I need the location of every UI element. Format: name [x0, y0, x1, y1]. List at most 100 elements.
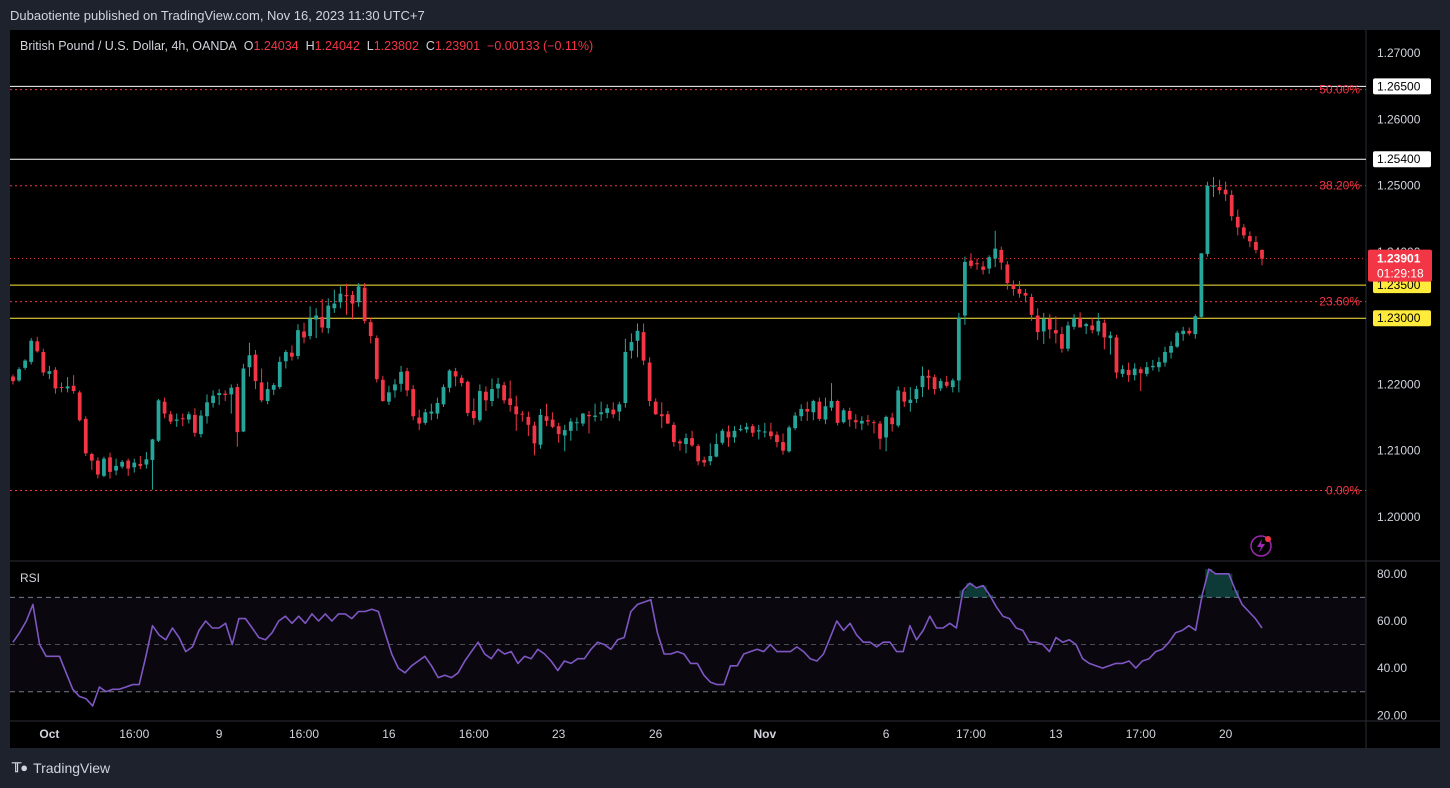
hline-price-tag [1373, 310, 1431, 327]
candle-body [1096, 320, 1101, 332]
lightning-icon-ring [1250, 535, 1272, 557]
fib-level-label: 50.00% [1319, 83, 1360, 97]
time-tick-label: 16 [382, 727, 396, 741]
candle-body [568, 421, 573, 431]
time-tick-label: 17:00 [1126, 727, 1156, 741]
candle-body [1175, 332, 1179, 347]
candle-body [1102, 322, 1107, 338]
candle-body [417, 417, 422, 424]
rsi-title: RSI [20, 571, 41, 585]
candle-body [126, 460, 131, 469]
candle-body [963, 261, 967, 316]
candle-body [435, 402, 440, 414]
price-tick-label: 1.20000 [1377, 510, 1421, 524]
candle-body [53, 369, 58, 389]
candle-body [399, 371, 403, 384]
time-tick-label: Oct [39, 727, 59, 741]
candle-body [944, 381, 949, 386]
candle-body [411, 389, 416, 417]
candle-body [866, 420, 870, 422]
fib-level-label: 0.00% [1326, 483, 1360, 497]
lightning-icon-bolt [1257, 539, 1265, 553]
candle-body [950, 380, 955, 388]
candle-body [987, 257, 992, 269]
candle-body [477, 391, 482, 421]
candle-body [993, 248, 998, 259]
candle-body [835, 401, 840, 423]
candle-body [1072, 318, 1076, 327]
candle-body [1041, 318, 1046, 332]
candle-body [787, 427, 791, 452]
candle-body [556, 426, 561, 435]
candle-body [89, 454, 94, 461]
candle-body [83, 418, 88, 454]
candle-body [532, 425, 537, 444]
open-key: O [243, 39, 254, 53]
candle-body [490, 389, 494, 401]
candle-body [380, 379, 385, 401]
candle-body [1229, 194, 1234, 217]
candle-body [423, 412, 428, 423]
candle-body [59, 387, 64, 389]
candle-body [859, 420, 864, 424]
candle-body [1060, 334, 1064, 349]
candle-body [441, 387, 446, 405]
candle-body [659, 414, 664, 417]
candle-body [132, 462, 137, 468]
candle-body [41, 351, 46, 373]
candle-body [447, 370, 452, 388]
candle-body [1053, 330, 1058, 334]
candle-body [702, 459, 707, 463]
candle-body [65, 386, 70, 389]
rsi-line [12, 568, 1263, 707]
candle-body [853, 420, 858, 423]
candle-body [271, 385, 276, 390]
last-price-tag [1368, 249, 1432, 282]
candle-body [186, 414, 191, 420]
candle-body [587, 414, 591, 417]
low-value: 1.23802 [373, 39, 419, 53]
candle-body [872, 422, 876, 424]
candle-body [1223, 189, 1228, 195]
candle-body [908, 399, 913, 403]
candle-body [308, 318, 312, 337]
candle-body [581, 413, 585, 424]
candle-body [599, 412, 604, 415]
candle-body [1247, 236, 1252, 242]
candle-body [150, 439, 155, 460]
candle-body [544, 416, 549, 421]
candle-body [1047, 318, 1052, 330]
candle-body [750, 426, 755, 433]
price-tick-label: 1.26000 [1377, 112, 1421, 126]
candle-body [605, 408, 610, 413]
candle-body [732, 430, 737, 438]
candle-body [805, 408, 810, 412]
candle-body [338, 293, 343, 303]
candle-body [956, 317, 961, 381]
candle-body [623, 351, 628, 403]
hline-price-tag [1373, 151, 1431, 168]
candle-body [290, 352, 294, 357]
candle-body [678, 441, 682, 444]
candle-body [1017, 289, 1022, 294]
candle-body [108, 457, 112, 472]
candle-body [199, 415, 203, 435]
hline-price-tag-label: 1.25400 [1377, 152, 1421, 166]
chart-area[interactable] [10, 30, 1440, 748]
candle-body [47, 371, 52, 374]
candle-body [1217, 187, 1222, 191]
last-price-value: 1.23901 [1377, 252, 1421, 266]
candle-body [526, 416, 531, 425]
candle-body [35, 341, 40, 352]
candle-body [71, 385, 76, 392]
candle-body [265, 389, 270, 401]
candle-body [720, 430, 725, 443]
candle-body [684, 438, 688, 445]
candle-body [1005, 264, 1010, 284]
candle-body [1235, 216, 1240, 228]
candle-body [653, 401, 658, 415]
footer[interactable]: 𝕋● TradingView [12, 760, 110, 776]
candle-body [217, 393, 222, 396]
candle-body [823, 406, 828, 420]
